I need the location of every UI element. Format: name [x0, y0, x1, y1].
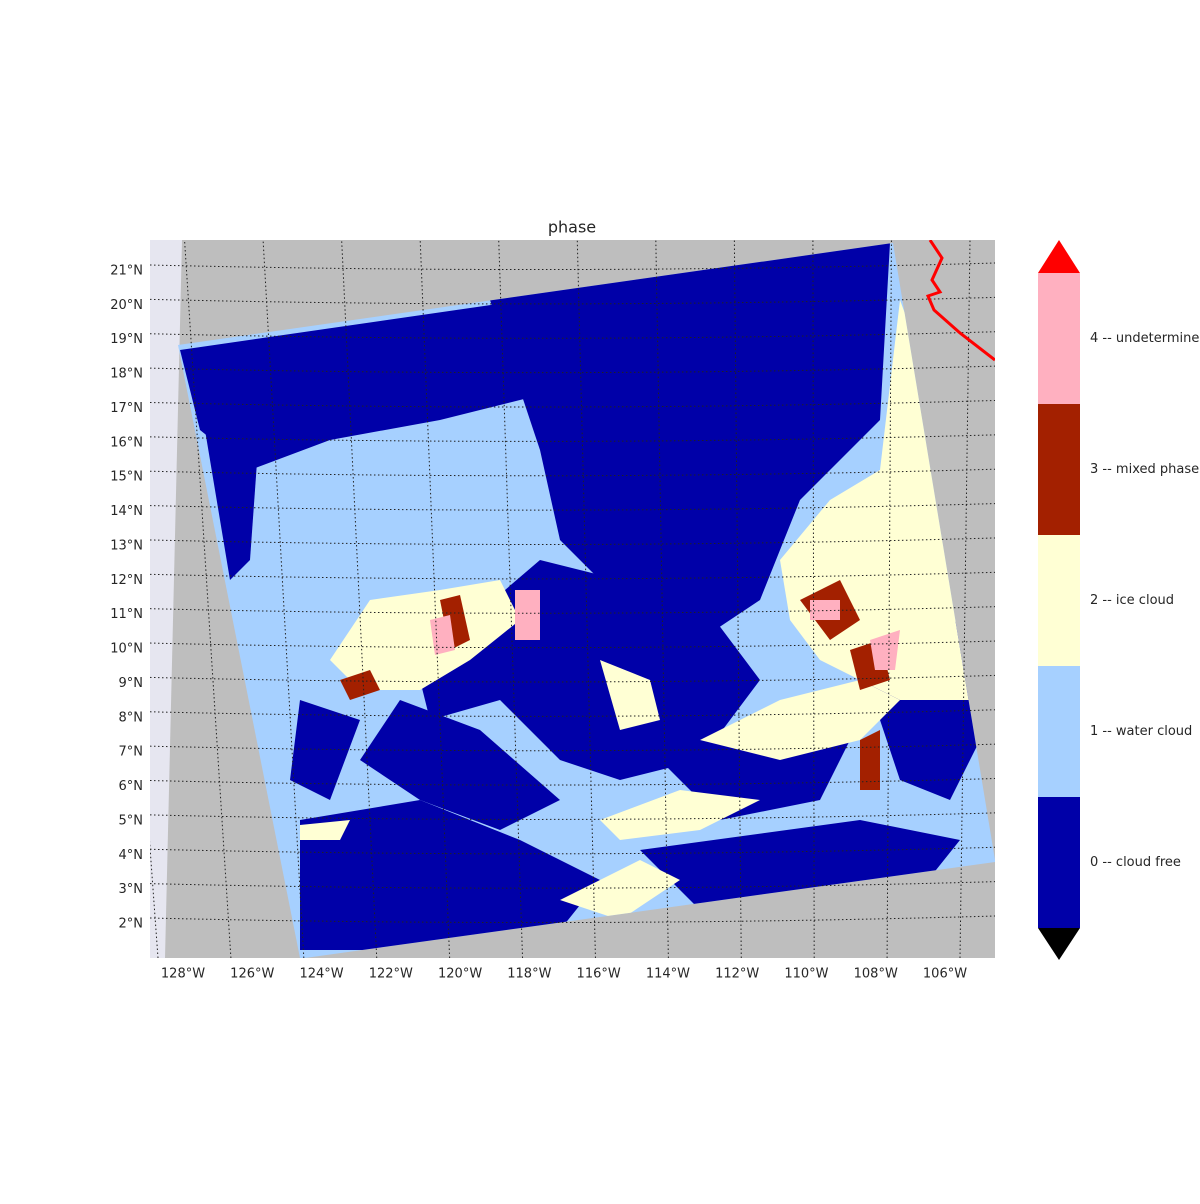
longitude-label: 124°W: [299, 967, 343, 982]
latitude-label: 13°N: [110, 538, 143, 553]
colorbar-label: 2 -- ice cloud: [1090, 593, 1174, 608]
longitude-label: 112°W: [715, 967, 759, 982]
colorbar-segment: [1038, 273, 1080, 404]
cloud-free-areas: [180, 243, 990, 950]
latitude-label: 14°N: [110, 504, 143, 519]
longitude-label: 106°W: [923, 967, 967, 982]
colorbar-label: 4 -- undetermined: [1090, 331, 1200, 346]
longitude-label: 110°W: [784, 967, 828, 982]
latitude-label: 16°N: [110, 435, 143, 450]
longitude-label: 122°W: [369, 967, 413, 982]
latitude-label: 19°N: [110, 332, 143, 347]
longitude-label: 116°W: [577, 967, 621, 982]
colorbar-segment: [1038, 404, 1080, 535]
off-disk-area: [150, 240, 182, 958]
colorbar-segment: [1038, 797, 1080, 928]
colorbar-label: 1 -- water cloud: [1090, 724, 1192, 739]
longitude-label: 114°W: [646, 967, 690, 982]
colorbar-label: 3 -- mixed phase: [1090, 462, 1199, 477]
latitude-label: 7°N: [119, 745, 144, 760]
latitude-label: 4°N: [119, 848, 144, 863]
graticule-labels: 21°N 20°N 19°N 18°N 17°N 16°N 15°N 14°N 13°N 12°N…: [110, 264, 967, 982]
latitude-label: 20°N: [110, 298, 143, 313]
colorbar-over: [1038, 240, 1080, 273]
longitude-label: 118°W: [507, 967, 551, 982]
map: [150, 240, 995, 958]
latitude-label: 21°N: [110, 264, 143, 279]
colorbar-segment: [1038, 666, 1080, 797]
latitude-label: 9°N: [119, 676, 144, 691]
longitude-label: 108°W: [854, 967, 898, 982]
cloud-phase-swath: [178, 243, 995, 958]
undetermined-areas: [430, 590, 900, 670]
latitude-label: 6°N: [119, 779, 144, 794]
latitude-label: 12°N: [110, 573, 143, 588]
latitude-label: 10°N: [110, 642, 143, 657]
latitude-label: 15°N: [110, 470, 143, 485]
latitude-label: 18°N: [110, 367, 143, 382]
longitude-label: 126°W: [230, 967, 274, 982]
colorbar-under: [1038, 928, 1080, 960]
latitude-label: 3°N: [119, 882, 144, 897]
longitude-label: 128°W: [161, 967, 205, 982]
colorbar: 0 -- cloud free 1 -- water cloud 2 -- ice …: [1038, 240, 1200, 960]
colorbar-segment: [1038, 535, 1080, 666]
latitude-label: 8°N: [119, 710, 144, 725]
latitude-label: 11°N: [110, 607, 143, 622]
latitude-label: 17°N: [110, 401, 143, 416]
country-border: [925, 240, 995, 362]
latitude-label: 5°N: [119, 813, 144, 828]
colorbar-label: 0 -- cloud free: [1090, 855, 1181, 870]
latitude-label: 2°N: [119, 917, 144, 932]
longitude-label: 120°W: [438, 967, 482, 982]
map-title: phase: [548, 218, 596, 237]
